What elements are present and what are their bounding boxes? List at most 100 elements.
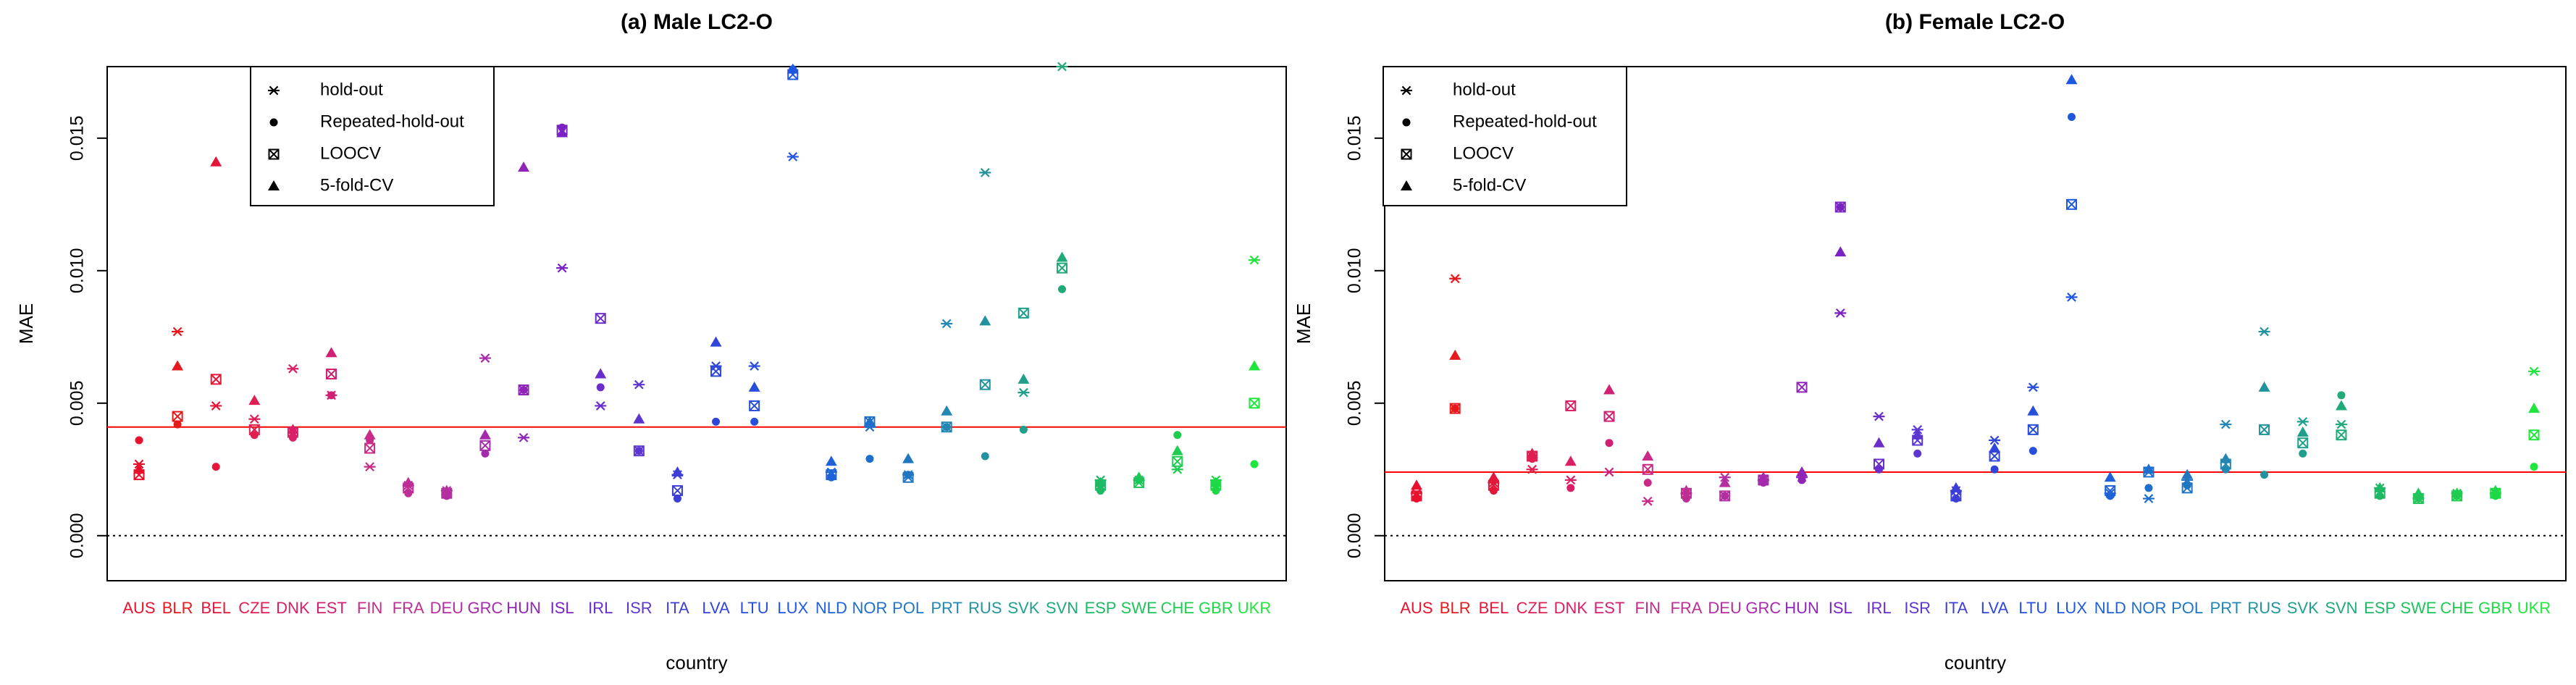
data-point (1990, 465, 1999, 474)
x-tick-label: FIN (357, 599, 382, 617)
plot-frame (1384, 66, 2567, 581)
x-tick-label: RUS (968, 599, 1002, 617)
data-point (2144, 484, 2153, 492)
data-point (979, 168, 991, 177)
data-point (327, 391, 336, 400)
x-tick-label: RUS (2247, 599, 2281, 617)
x-axis-label: country (666, 652, 727, 673)
data-point (1566, 484, 1575, 492)
data-point (2259, 424, 2270, 435)
data-point (1018, 307, 1029, 319)
legend-box (250, 66, 495, 206)
chart-title: (b) Female LC2-O (1885, 10, 2065, 34)
data-point (595, 401, 607, 411)
x-tick-label: GRC (467, 599, 503, 617)
legend-marker (1402, 118, 1411, 127)
data-point (364, 442, 376, 454)
data-point (1019, 425, 1028, 434)
x-tick-label: LTU (740, 599, 769, 617)
data-point (1057, 285, 1066, 293)
x-tick-label: BLR (1440, 599, 1471, 617)
y-tick-label: 0.010 (1345, 248, 1365, 294)
data-point (1834, 201, 1846, 213)
x-tick-label: ISR (626, 599, 653, 617)
data-point (326, 369, 337, 380)
chart-title: (a) Male LC2-O (621, 10, 773, 34)
data-point (2258, 327, 2270, 337)
data-point (1797, 476, 1806, 484)
data-point (2412, 487, 2425, 498)
data-point (1056, 262, 1067, 274)
data-point (2220, 453, 2232, 463)
data-point (2528, 429, 2540, 441)
x-tick-label: UKR (1238, 599, 1271, 617)
data-point (556, 127, 569, 138)
data-point (1411, 490, 1422, 502)
data-point (1603, 411, 1615, 422)
x-tick-label: DNK (1554, 599, 1588, 617)
x-tick-label: LUX (777, 599, 808, 617)
data-point (826, 469, 837, 481)
data-point (1642, 496, 1654, 506)
data-point (2299, 449, 2307, 458)
x-tick-label: IRL (588, 599, 613, 617)
data-point (518, 432, 530, 442)
x-tick-label: ISL (1829, 599, 1853, 617)
legend-marker (268, 148, 280, 160)
legend: hold-out Repeated-hold-out LOOCV 5-fold-CV (1383, 66, 1627, 206)
x-tick-label: NOR (2131, 599, 2166, 617)
data-point (1133, 471, 1145, 482)
legend-label: Repeated-hold-out (320, 112, 464, 131)
data-point (172, 411, 183, 422)
x-tick-label: UKR (2517, 599, 2551, 617)
data-point (479, 429, 491, 440)
data-point (1642, 463, 1653, 475)
data-point (1719, 490, 1731, 502)
data-point (671, 485, 683, 497)
x-tick-label: EST (1594, 599, 1625, 617)
legend-label: hold-out (320, 80, 383, 99)
x-tick-label: SWE (1121, 599, 1157, 617)
data-point (2528, 403, 2540, 413)
x-tick-label: FIN (1635, 599, 1661, 617)
x-tick-label: DNK (276, 599, 310, 617)
data-point (2335, 419, 2347, 429)
data-point (2065, 293, 2078, 302)
x-tick-label: DEU (1708, 599, 1741, 617)
data-point (479, 440, 491, 451)
data-point (210, 156, 222, 167)
data-point (1603, 467, 1616, 477)
data-point (786, 152, 799, 161)
data-point (248, 395, 261, 405)
data-point (1250, 460, 1259, 468)
x-tick-label: DEU (430, 599, 463, 617)
legend-marker (268, 85, 280, 96)
legend: hold-out Repeated-hold-out LOOCV 5-fold-CV (250, 66, 495, 206)
data-point (865, 455, 874, 463)
data-point (248, 424, 260, 435)
y-tick-label: 0.010 (67, 248, 88, 294)
data-point (1249, 398, 1260, 409)
data-point (2027, 424, 2039, 435)
data-point (786, 63, 799, 74)
data-point (556, 263, 569, 273)
x-tick-label: FRA (1670, 599, 1702, 617)
legend-marker (1401, 180, 1412, 190)
data-point (325, 347, 337, 358)
data-point (2530, 463, 2538, 471)
data-point (633, 379, 645, 390)
x-tick-label: HUN (1784, 599, 1819, 617)
data-point (825, 455, 837, 466)
data-point (1249, 255, 1260, 265)
x-tick-label: NOR (852, 599, 888, 617)
x-tick-label: POL (2171, 599, 2203, 617)
x-tick-label: BEL (201, 599, 231, 617)
data-point (633, 413, 645, 424)
y-tick-label: 0.005 (67, 381, 88, 426)
data-point (673, 495, 681, 503)
data-point (902, 453, 915, 463)
data-point (1526, 447, 1538, 458)
data-point (748, 361, 760, 371)
x-tick-label: IRL (1866, 599, 1891, 617)
data-point (135, 436, 143, 445)
